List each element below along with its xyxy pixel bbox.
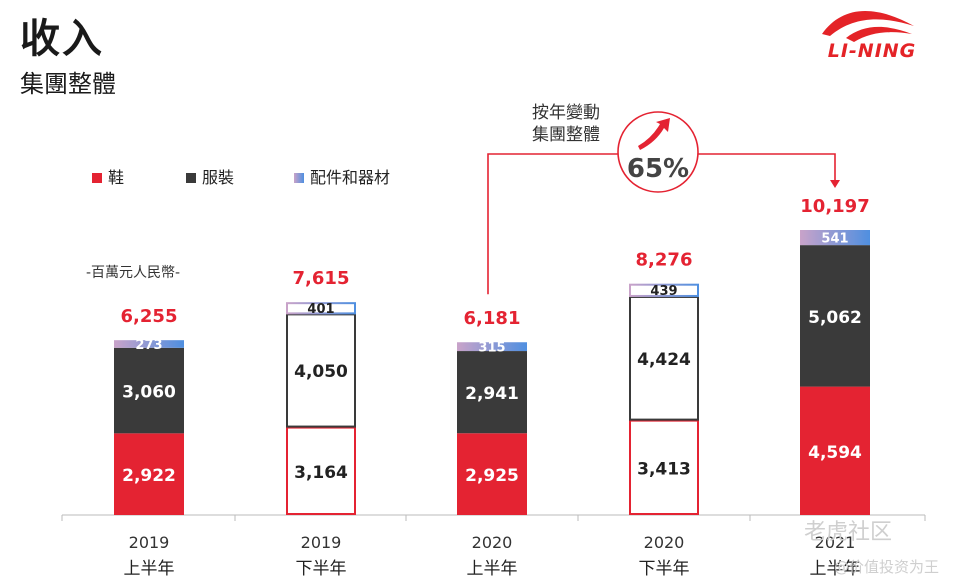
li-ning-swoosh-icon (822, 11, 914, 42)
legend-swatch-apparel (186, 172, 196, 183)
legend-label-accessories: 配件和器材 (310, 168, 391, 187)
page-subtitle: 集團整體 (20, 70, 116, 98)
data-label-footwear: 3,413 (637, 459, 691, 479)
data-label-footwear: 3,164 (294, 463, 348, 483)
data-label-accessories: 439 (650, 284, 677, 299)
legend-label-footwear: 鞋 (108, 168, 125, 187)
x-tick-label-year: 2020 (644, 533, 685, 552)
yoy-change-value: 65% (627, 154, 689, 184)
li-ning-logo: LI-NING (812, 4, 932, 66)
x-tick-label-year: 2019 (129, 533, 170, 552)
bar-apparel (457, 351, 527, 434)
bar-footwear (629, 419, 699, 515)
bar-accessories (457, 342, 527, 352)
badge-circle (617, 111, 699, 193)
bar-stack: 3,164 4,050 401 7,615 2019 下半年 (286, 268, 356, 579)
watermark-text: 老虎社区 (804, 520, 893, 545)
bar-accessories (114, 340, 184, 348)
bar-footwear (286, 426, 356, 516)
data-label-accessories: 273 (135, 338, 162, 353)
bar-apparel (114, 347, 184, 434)
bar-apparel (286, 313, 356, 428)
data-label-accessories: 401 (307, 302, 334, 317)
x-tick-label-year: 2020 (472, 533, 513, 552)
data-label-footwear: 2,925 (465, 466, 519, 486)
total-label: 10,197 (800, 196, 869, 217)
data-label-apparel: 4,050 (294, 362, 348, 382)
data-label-footwear: 2,922 (122, 466, 176, 486)
data-label-accessories: 541 (821, 232, 848, 247)
yoy-change-label: 按年變動 集團整體 (506, 102, 626, 146)
data-label-footwear: 4,594 (808, 443, 862, 463)
bar-footwear (457, 433, 527, 515)
bar-stack: 2,922 3,060 273 6,255 2019 上半年 (114, 306, 184, 579)
x-tick-label-year: 2019 (301, 533, 342, 552)
data-label-apparel: 2,941 (465, 384, 519, 404)
bar-footwear (800, 386, 870, 515)
data-label-apparel: 4,424 (637, 350, 691, 370)
total-label: 6,255 (121, 306, 178, 327)
bar-apparel (800, 245, 870, 387)
logo-text: LI-NING (827, 40, 917, 62)
yoy-change-badge: 65% (617, 111, 699, 193)
x-tick-label-year: 2021 (815, 533, 856, 552)
legend-item-apparel: 服裝 (186, 164, 234, 188)
data-label-apparel: 5,062 (808, 308, 862, 328)
bar-accessories (800, 230, 870, 246)
bar-footwear (114, 433, 184, 515)
bar-accessories (629, 283, 699, 297)
legend-swatch-accessories (294, 172, 304, 183)
data-label-apparel: 3,060 (122, 383, 176, 403)
legend-item-footwear: 鞋 (92, 164, 124, 188)
page-title: 收入 (20, 16, 104, 62)
x-tick-label-half: 上半年 (810, 559, 861, 579)
arrow-up-icon (638, 118, 670, 150)
unit-label: -百萬元人民幣- (86, 265, 181, 281)
total-label: 7,615 (293, 268, 350, 289)
bars-group: 2,922 3,060 273 6,255 2019 上半年 3,164 4,050 401 7,… (61, 196, 926, 579)
yoy-change-label-line1: 按年變動 (532, 103, 600, 123)
total-label: 6,181 (464, 308, 521, 329)
bar-stack: 2,925 2,941 315 6,181 2020 上半年 (457, 308, 527, 579)
yoy-change-label-line2: 集團整體 (532, 125, 600, 145)
bar-accessories (286, 302, 356, 315)
x-tick-label-half: 下半年 (296, 559, 347, 579)
connector-arrowhead (830, 180, 840, 188)
x-tick-label-half: 下半年 (639, 559, 690, 579)
legend-label-apparel: 服裝 (202, 168, 235, 187)
bar-stack: 3,413 4,424 439 8,276 2020 下半年 (629, 250, 699, 579)
x-tick-label-half: 上半年 (467, 559, 518, 579)
bar-stack: 4,594 5,062 541 10,197 2021 上半年 (800, 196, 870, 579)
watermark-handle: @价值投资为王 (834, 558, 940, 576)
total-label: 8,276 (636, 250, 693, 271)
x-tick-label-half: 上半年 (124, 559, 175, 579)
data-label-accessories: 315 (478, 341, 505, 356)
legend-swatch-footwear (92, 172, 102, 183)
legend-item-accessories: 配件和器材 (294, 164, 390, 188)
